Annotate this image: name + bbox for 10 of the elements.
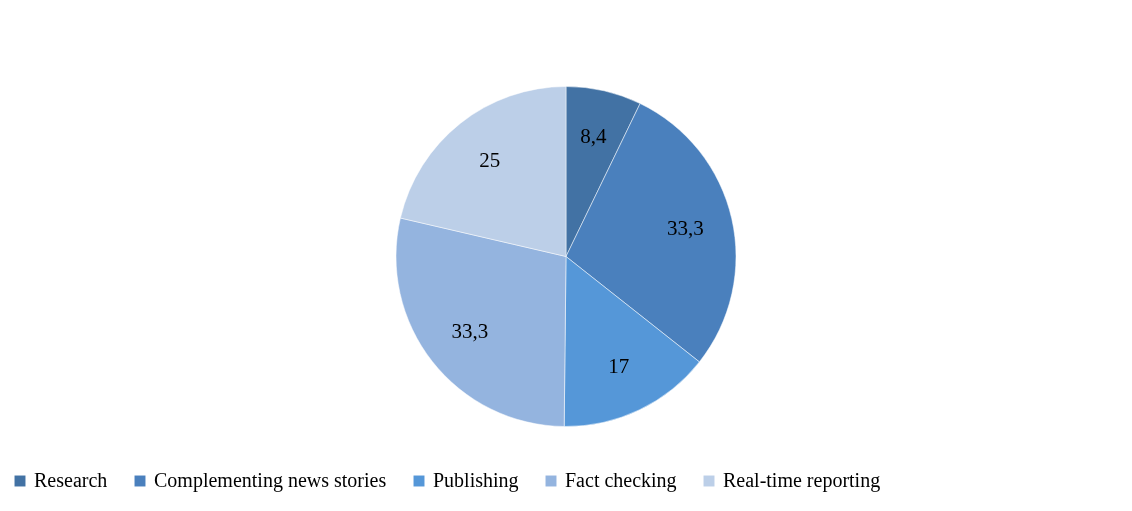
data-label: 8,4 — [580, 124, 607, 149]
legend-label: Real-time reporting — [723, 469, 881, 492]
data-label: 25 — [479, 147, 501, 172]
legend-label: Fact checking — [565, 469, 677, 492]
legend-label: Research — [34, 469, 108, 491]
legend-label: Publishing — [433, 469, 519, 492]
data-label: 33,3 — [666, 216, 704, 241]
legend-label: Complementing news stories — [154, 469, 387, 492]
data-label: 17 — [608, 353, 630, 378]
data-label: 33,3 — [451, 319, 489, 344]
